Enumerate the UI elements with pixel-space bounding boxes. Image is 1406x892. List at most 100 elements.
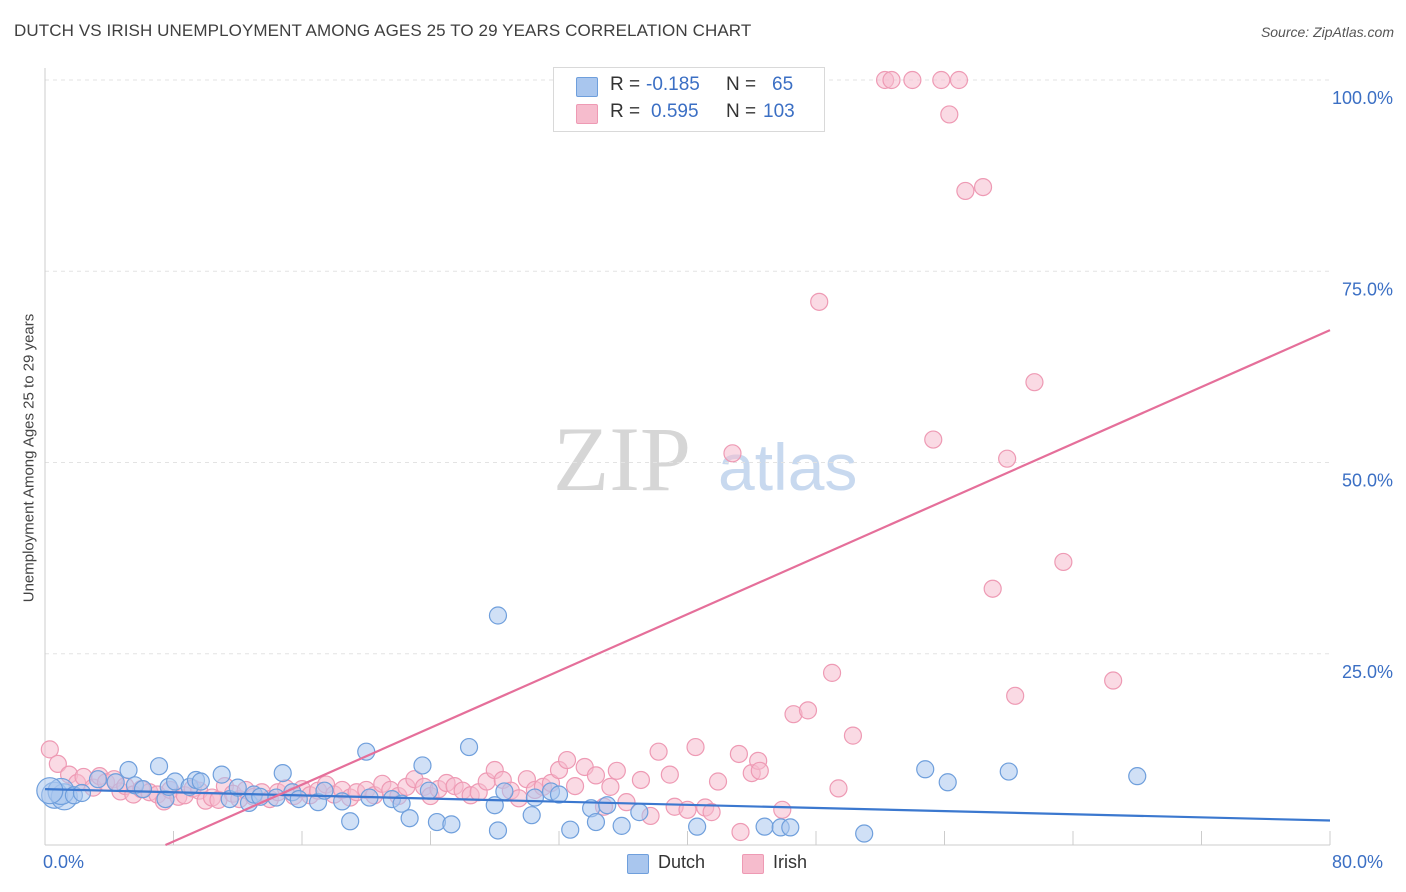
- dutch-point: [999, 762, 1018, 781]
- dutch-point: [525, 788, 545, 807]
- irish-point: [829, 779, 848, 798]
- irish-point: [798, 701, 818, 720]
- dutch-point: [549, 785, 569, 804]
- dutch-point: [488, 821, 508, 840]
- dutch-point: [1128, 767, 1147, 786]
- dutch-point: [495, 782, 514, 801]
- irish-point: [723, 444, 742, 463]
- irish-point: [940, 105, 959, 124]
- irish-point: [903, 70, 922, 90]
- axes: [44, 68, 1331, 846]
- irish-point: [924, 430, 943, 449]
- irish-point: [731, 822, 750, 842]
- dutch-point: [916, 760, 935, 779]
- dutch-point: [755, 817, 774, 836]
- dutch-point: [855, 824, 874, 843]
- x-tick-label-min: 0.0%: [43, 852, 85, 872]
- dutch-point: [586, 812, 606, 832]
- dutch-point: [488, 606, 508, 625]
- irish-point: [882, 70, 901, 90]
- dutch-r-label: R =: [610, 74, 641, 95]
- irish-point: [983, 579, 1002, 598]
- dutch-legend-label: Dutch: [658, 852, 706, 872]
- dutch-point: [419, 781, 438, 800]
- irish-point: [649, 742, 668, 761]
- dutch-point: [561, 820, 580, 839]
- irish-trend-line: [165, 329, 1331, 847]
- irish-r-value: 0.595: [651, 101, 699, 122]
- dutch-n-value: 65: [772, 74, 794, 95]
- dutch-point: [459, 737, 479, 757]
- dutch-point: [400, 809, 419, 828]
- dutch-point: [612, 816, 631, 835]
- dutch-point: [598, 796, 617, 815]
- dutch-point: [212, 765, 231, 784]
- dutch-point: [191, 772, 210, 791]
- irish-point: [949, 70, 969, 90]
- irish-point: [750, 761, 769, 780]
- dutch-point: [442, 815, 461, 834]
- trend-lines: [44, 329, 1331, 847]
- dutch-point: [688, 817, 707, 836]
- irish-swatch: [576, 104, 598, 124]
- watermark-zip: ZIP: [553, 408, 691, 510]
- dutch-point: [133, 780, 153, 799]
- irish-point: [1104, 671, 1123, 690]
- grid-lines: [45, 79, 1330, 655]
- irish-point: [822, 663, 842, 682]
- dutch-point: [522, 806, 541, 825]
- watermark: ZIP atlas: [553, 408, 857, 510]
- irish-point: [773, 800, 792, 819]
- irish-point: [40, 740, 59, 759]
- dutch-point: [938, 773, 957, 792]
- irish-point: [708, 772, 728, 791]
- irish-point: [810, 292, 829, 311]
- dutch-legend-swatch: [627, 854, 649, 874]
- irish-legend-label: Irish: [773, 852, 808, 872]
- y-tick-label: 25.0%: [1342, 662, 1393, 682]
- y-tick-label: 100.0%: [1332, 88, 1393, 108]
- dutch-point: [88, 770, 108, 789]
- irish-point: [932, 70, 951, 90]
- source-credit: Source: ZipAtlas.com: [1260, 24, 1394, 40]
- irish-point: [702, 803, 721, 822]
- irish-point: [973, 178, 993, 197]
- dutch-point: [36, 777, 64, 805]
- irish-point: [956, 181, 975, 201]
- dutch-point: [781, 818, 800, 837]
- y-tick-labels: 25.0% 50.0% 75.0% 100.0%: [1332, 88, 1393, 682]
- watermark-atlas: atlas: [718, 430, 857, 504]
- dutch-point: [228, 778, 247, 797]
- dutch-point: [119, 760, 138, 780]
- irish-legend-swatch: [742, 854, 764, 874]
- irish-point: [1054, 552, 1073, 572]
- dutch-point: [630, 803, 649, 822]
- dutch-trend-line: [44, 788, 1331, 822]
- dutch-point: [413, 756, 432, 775]
- series-legend: Dutch Irish: [0, 851, 1406, 877]
- dutch-point: [106, 773, 125, 792]
- x-tick-label-max: 80.0%: [1332, 852, 1384, 872]
- dutch-point: [289, 789, 308, 809]
- irish-point: [557, 750, 577, 770]
- dutch-r-value: -0.185: [646, 74, 700, 95]
- irish-r-label: R =: [610, 101, 641, 122]
- y-tick-label: 50.0%: [1342, 471, 1393, 491]
- irish-n-label: N =: [726, 101, 757, 122]
- dutch-point: [341, 812, 360, 831]
- irish-point: [843, 726, 863, 745]
- dutch-point: [273, 763, 292, 783]
- dutch-swatch: [576, 77, 598, 97]
- irish-point: [586, 766, 606, 785]
- chart-title: DUTCH VS IRISH UNEMPLOYMENT AMONG AGES 2…: [14, 21, 752, 40]
- irish-point: [48, 754, 67, 774]
- irish-point: [565, 776, 585, 796]
- irish-point: [660, 765, 679, 784]
- irish-point: [1025, 373, 1044, 392]
- dutch-n-label: N =: [726, 74, 757, 95]
- dutch-point: [72, 783, 92, 803]
- irish-point: [601, 777, 620, 796]
- irish-n-value: 103: [763, 101, 795, 122]
- irish-point: [631, 770, 651, 790]
